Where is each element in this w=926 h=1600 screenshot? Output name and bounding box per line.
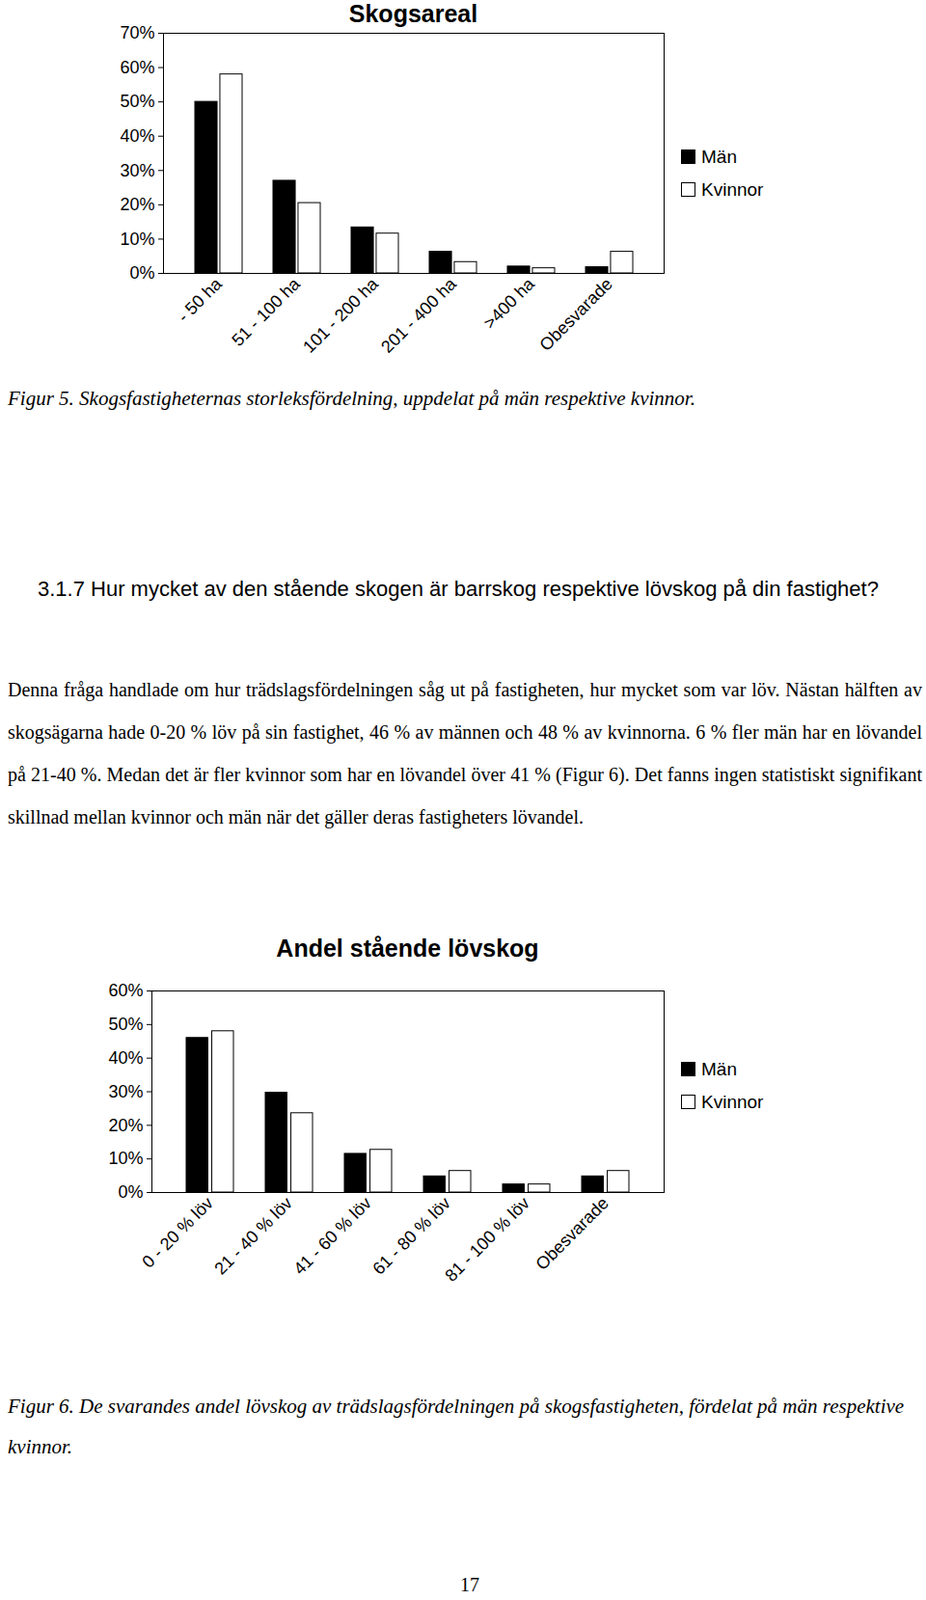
svg-text:41 - 60 % löv: 41 - 60 % löv: [289, 1193, 375, 1279]
html-text:Denna fråga handlade om hur tr: Denna fråga handlade om hur trädslagsför…: [7, 679, 923, 828]
svg-text:20%: 20%: [119, 194, 155, 215]
svg-text:51 - 100 ha: 51 - 100 ha: [227, 273, 304, 351]
svg-text:0%: 0%: [129, 263, 155, 283]
svg-text:70%: 70%: [119, 23, 155, 43]
svg-text:0 - 20 % löv: 0 - 20 % löv: [138, 1193, 218, 1272]
svg-text:81 - 100 % löv: 81 - 100 % löv: [440, 1193, 534, 1286]
html-text:17: 17: [460, 1574, 480, 1596]
html-text:Figur 5. Skogsfastigheternas s: Figur 5. Skogsfastigheternas storleksför…: [7, 386, 696, 410]
html-text:Andel stående lövskog: Andel stående lövskog: [276, 934, 539, 962]
html-text:Kvinnor: Kvinnor: [701, 179, 764, 200]
svg-text:Obesvarade: Obesvarade: [531, 1193, 612, 1274]
svg-text:0%: 0%: [117, 1182, 143, 1202]
svg-text:61 - 80 % löv: 61 - 80 % löv: [368, 1193, 454, 1279]
svg-text:10%: 10%: [108, 1148, 143, 1169]
svg-text:40%: 40%: [108, 1048, 143, 1068]
svg-text:60%: 60%: [108, 980, 143, 1001]
svg-text:Obesvarade: Obesvarade: [535, 273, 616, 355]
html-text:Kvinnor: Kvinnor: [701, 1091, 764, 1113]
html-text:Figur 6. De svarandes andel lö: Figur 6. De svarandes andel lövskog av t…: [7, 1394, 904, 1459]
svg-text:50%: 50%: [108, 1014, 143, 1035]
svg-text:>400 ha: >400 ha: [479, 273, 539, 333]
html-text:Män: Män: [701, 146, 737, 167]
svg-text:201 - 400 ha: 201 - 400 ha: [377, 273, 461, 357]
svg-text:20%: 20%: [108, 1116, 143, 1136]
svg-text:10%: 10%: [119, 229, 155, 249]
svg-text:101 - 200 ha: 101 - 200 ha: [299, 273, 382, 357]
svg-text:- 50 ha: - 50 ha: [173, 273, 226, 327]
html-text:3.1.7 Hur mycket av den ståend: 3.1.7 Hur mycket av den stående skogen ä…: [37, 576, 879, 601]
svg-text:60%: 60%: [119, 57, 155, 78]
svg-text:30%: 30%: [119, 161, 155, 181]
html-text:Skogsareal: Skogsareal: [348, 0, 478, 28]
html-text:Män: Män: [701, 1059, 737, 1080]
svg-text:21 - 40 % löv: 21 - 40 % löv: [210, 1193, 296, 1279]
svg-text:30%: 30%: [108, 1082, 143, 1102]
svg-text:50%: 50%: [119, 91, 155, 111]
svg-text:40%: 40%: [119, 126, 155, 146]
